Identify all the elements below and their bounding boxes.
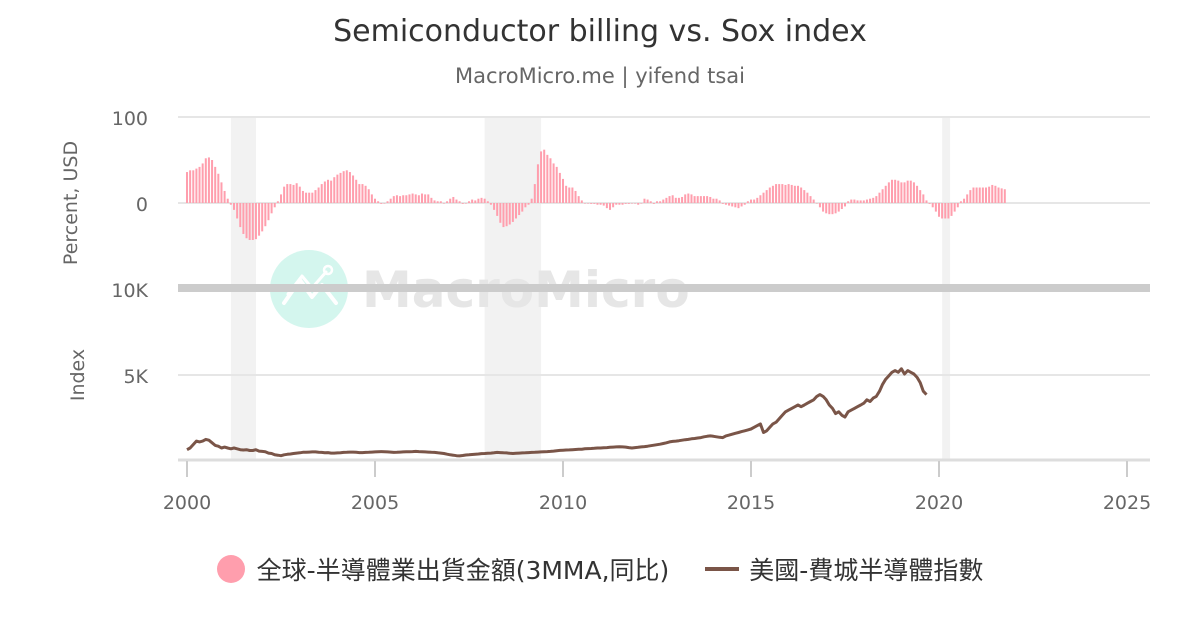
y-axis-label-index: Index bbox=[67, 349, 89, 401]
circle-marker-icon bbox=[216, 555, 245, 583]
x-tick-label: 2010 bbox=[539, 492, 587, 514]
x-tick-label: 2000 bbox=[163, 492, 211, 514]
y-tick-100: 100 bbox=[112, 108, 148, 130]
y-axis-label-percent: Percent, USD bbox=[60, 141, 82, 265]
legend: 全球-半導體業出貨金額(3MMA,同比) 美國-費城半導體指數 bbox=[0, 551, 1200, 587]
line-marker-icon bbox=[705, 567, 740, 571]
legend-label: 美國-費城半導體指數 bbox=[749, 556, 984, 585]
y-tick-10k: 10K bbox=[111, 280, 148, 302]
legend-item-sox-index[interactable]: 美國-費城半導體指數 bbox=[705, 551, 983, 587]
chart-subtitle: MacroMicro.me | yifend tsai bbox=[455, 64, 745, 88]
x-axis-ticks: 2000 2005 2010 2015 2020 2025 bbox=[163, 461, 1151, 514]
panel-separator-10k bbox=[178, 284, 1150, 292]
x-tick-label: 2025 bbox=[1103, 492, 1151, 514]
y-tick-5k: 5K bbox=[123, 366, 148, 388]
chart-title: Semiconductor billing vs. Sox index bbox=[333, 14, 867, 49]
legend-label: 全球-半導體業出貨金額(3MMA,同比) bbox=[256, 556, 670, 585]
x-tick-label: 2020 bbox=[915, 492, 963, 514]
bar-series bbox=[186, 149, 1006, 240]
x-tick-label: 2015 bbox=[727, 492, 775, 514]
y-tick-0: 0 bbox=[136, 194, 148, 216]
legend-item-semiconductor-billing[interactable]: 全球-半導體業出貨金額(3MMA,同比) bbox=[216, 551, 670, 587]
sox-line-series bbox=[186, 367, 928, 458]
x-tick-label: 2005 bbox=[351, 492, 399, 514]
